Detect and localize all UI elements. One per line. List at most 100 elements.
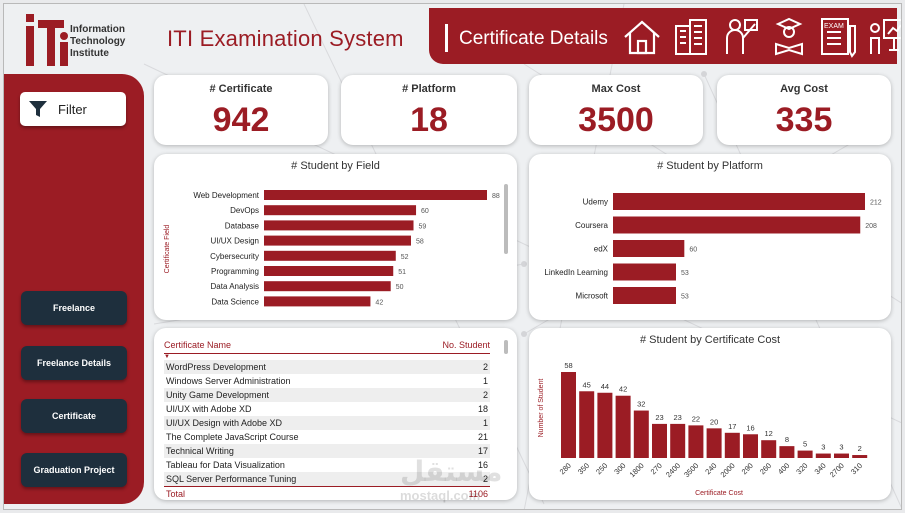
bar-data-label: 88	[492, 193, 500, 200]
column	[579, 391, 595, 458]
table-row[interactable]: Windows Server Administration 1	[164, 374, 490, 388]
table-scrollbar[interactable]	[504, 340, 508, 354]
bar-category-label: Coursera	[575, 221, 608, 230]
bar-category-label: edX	[594, 245, 609, 254]
bar-category-label: Database	[225, 221, 260, 230]
column	[615, 395, 631, 458]
page-title: Certificate Details	[459, 28, 608, 49]
table-row[interactable]: WordPress Development 2	[164, 360, 490, 374]
chart-card-platform: # Student by Platform Udemy 212 Coursera 20…	[529, 154, 891, 320]
dashboard-frame: Information Technology Institute ITI Exa…	[3, 3, 902, 510]
filter-icon	[29, 101, 47, 117]
bar-category-label: DevOps	[230, 206, 259, 215]
kpi-card-platform: # Platform 18	[341, 75, 517, 145]
table-row[interactable]: SQL Server Performance Tuning 2	[164, 472, 490, 486]
column-data-label: 17	[728, 422, 736, 431]
x-tick-label: 290	[740, 461, 755, 476]
kpi-value: 942	[212, 101, 270, 139]
nav-graduation-project-button[interactable]: Graduation Project	[21, 453, 127, 487]
column-data-label: 3	[821, 443, 825, 452]
cell-certificate-name: Unity Game Development	[166, 390, 270, 400]
bar	[613, 263, 676, 281]
chart-title: # Student by Platform	[657, 160, 763, 172]
banner-icon-bar: EXAM	[621, 16, 902, 58]
cell-certificate-name: The Complete JavaScript Course	[166, 432, 299, 442]
bar	[264, 205, 417, 216]
building-icon[interactable]	[670, 16, 712, 58]
table-row[interactable]: The Complete JavaScript Course 21	[164, 430, 490, 444]
x-tick-label: 2000	[719, 461, 737, 479]
cell-certificate-name: WordPress Development	[166, 362, 266, 372]
column	[561, 372, 576, 458]
x-tick-label: 310	[849, 461, 864, 476]
kpi-card-max-cost: Max Cost 3500	[529, 75, 703, 145]
bar-data-label: 58	[416, 239, 424, 246]
iti-logo	[24, 10, 134, 70]
nav-certificate-button[interactable]: Certificate	[21, 399, 127, 433]
table-row[interactable]: Tableau for Data Visualization 16	[164, 458, 490, 472]
presentation-icon[interactable]	[866, 16, 902, 58]
bar-data-label: 60	[689, 247, 697, 254]
bar-category-label: UI/UX Design	[211, 237, 259, 246]
cell-certificate-name: UI/UX with Adobe XD	[166, 404, 252, 414]
cell-no-student: 1	[482, 376, 488, 386]
nav-freelance-button[interactable]: Freelance	[21, 291, 127, 325]
certificate-table: Certificate Name No. Student ▼ WordPress…	[164, 336, 490, 500]
kpi-label: # Certificate	[209, 83, 273, 95]
x-tick-label: 260	[758, 461, 773, 476]
bar-data-label: 50	[396, 284, 404, 291]
bar-data-label: 42	[375, 299, 383, 306]
x-tick-label: 300	[612, 461, 627, 476]
x-tick-label: 340	[813, 461, 828, 476]
column-data-label: 3	[839, 443, 843, 452]
table-row[interactable]: Unity Game Development 2	[164, 388, 490, 402]
chart-scrollbar[interactable]	[504, 184, 508, 254]
table-row[interactable]: UI/UX Design with Adobe XD 1	[164, 416, 490, 430]
column	[743, 434, 758, 458]
column-data-label: 8	[785, 435, 789, 444]
column-data-label: 12	[765, 429, 773, 438]
x-tick-label: 1800	[628, 461, 646, 479]
chart-title: # Student by Certificate Cost	[639, 334, 780, 346]
column	[779, 446, 795, 458]
bar-category-label: Udemy	[583, 198, 608, 207]
watermark-latin: mostaql.com	[400, 488, 481, 503]
platform-bar-chart: Udemy 212 Coursera 208 edX 60 LinkedIn Learnin…	[544, 193, 882, 304]
kpi-card-avg-cost: Avg Cost 335	[717, 75, 891, 145]
column	[688, 425, 704, 458]
y-axis-label: Number of Student	[538, 379, 545, 438]
table-row[interactable]: Technical Writing 17	[164, 444, 490, 458]
col-header-certificate-name[interactable]: Certificate Name	[164, 339, 232, 350]
cell-no-student: 2	[482, 474, 488, 484]
table-row[interactable]: UI/UX with Adobe XD 18	[164, 402, 490, 416]
filter-button[interactable]: Filter	[20, 92, 126, 126]
student-icon[interactable]	[768, 16, 810, 58]
nav-freelance-details-button[interactable]: Freelance Details	[21, 346, 127, 380]
bar-category-label: Data Analysis	[211, 282, 259, 291]
bar-category-label: Data Science	[211, 297, 259, 306]
column-data-label: 2	[858, 444, 862, 453]
cell-no-student: 2	[482, 362, 488, 372]
bar	[613, 216, 861, 234]
column	[797, 450, 813, 458]
bar	[264, 250, 396, 261]
chart-card-field: # Student by Field Web Development 88 DevO…	[154, 154, 517, 320]
column	[597, 392, 613, 458]
field-bar-chart: Web Development 88 DevOps 60 Database 59 UI/UX…	[164, 190, 500, 307]
chart-card-cost: # Student by Certificate Cost 58 280 45 350…	[529, 328, 891, 500]
column-data-label: 44	[601, 382, 609, 391]
column-data-label: 20	[710, 417, 718, 426]
x-axis-label: Certificate Cost	[695, 490, 743, 497]
bar-data-label: 212	[870, 200, 882, 207]
banner-divider	[445, 24, 448, 52]
instructor-icon[interactable]	[719, 16, 761, 58]
cell-certificate-name: UI/UX Design with Adobe XD	[166, 418, 283, 428]
cell-no-student: 1	[482, 418, 488, 428]
sort-desc-icon[interactable]: ▼	[164, 354, 170, 360]
col-header-no-student[interactable]: No. Student	[442, 339, 490, 350]
column	[670, 423, 686, 458]
cell-no-student: 17	[477, 446, 488, 456]
home-icon[interactable]	[621, 16, 663, 58]
exam-icon[interactable]: EXAM	[817, 16, 859, 58]
column	[724, 432, 740, 458]
